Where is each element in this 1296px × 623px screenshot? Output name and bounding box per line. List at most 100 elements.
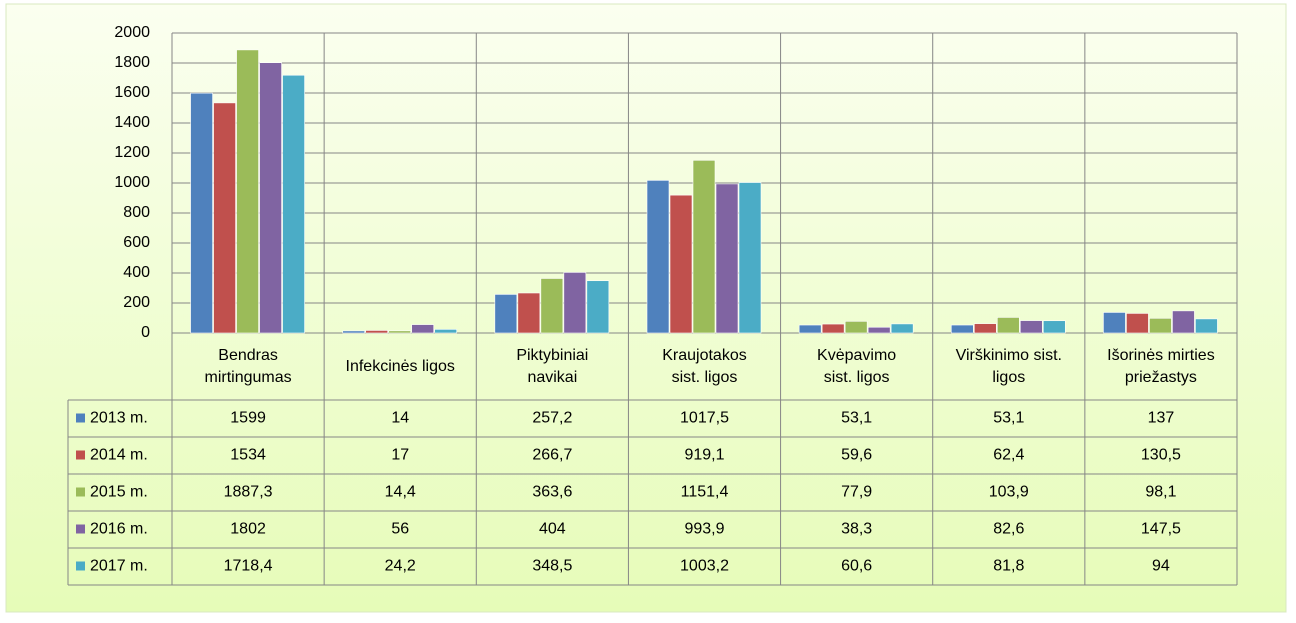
x-tick-label: Infekcinės ligos [345,357,455,375]
table-value: 993,9 [684,521,724,538]
bar [1019,320,1043,334]
bar [669,194,693,334]
bar [1103,312,1126,334]
bar [973,323,997,334]
bar [890,323,914,334]
bar [1149,317,1172,334]
bar [190,92,213,334]
bar [540,278,564,334]
legend-swatch [76,450,85,460]
table-value: 1802 [230,521,266,538]
x-tick-label: Virškinimo sist. ligos [955,346,1062,386]
y-tick-label: 1200 [114,144,150,161]
table-value: 147,5 [1141,521,1181,538]
y-tick-label: 400 [123,264,150,281]
legend-label: 2016 m. [90,521,148,538]
y-tick-label: 1000 [114,174,150,191]
legend-label: 2015 m. [90,484,148,501]
y-tick-label: 1800 [114,54,150,71]
legend-swatch [76,413,85,423]
x-tick-label: Bendras mirtingumas [204,346,292,386]
legend-label: 2017 m. [90,558,148,575]
bar [646,180,670,334]
y-tick-label: 1400 [114,114,150,131]
y-tick-label: 600 [123,234,150,251]
table-value: 266,7 [532,447,572,464]
bar [1172,310,1195,334]
table-value: 77,9 [841,484,872,501]
table-value: 94 [1152,558,1170,575]
table-value: 14 [391,410,409,427]
table-value: 98,1 [1145,484,1176,501]
table-value: 363,6 [532,484,572,501]
y-tick-label: 0 [141,324,150,341]
table-value: 24,2 [385,558,416,575]
x-tick-label: Išorinės mirties priežastys [1107,346,1215,386]
x-tick-label: Kraujotakos sist. ligos [662,346,747,386]
table-value: 81,8 [993,558,1024,575]
y-tick-label: 200 [123,294,150,311]
table-value: 17 [391,447,409,464]
table-value: 53,1 [993,410,1024,427]
table-value: 56 [391,521,409,538]
table-value: 130,5 [1141,447,1181,464]
table-value: 82,6 [993,521,1024,538]
legend-label: 2014 m. [90,447,148,464]
bar [213,102,236,334]
bar [517,292,541,334]
bar [715,183,739,334]
legend-swatch [76,524,85,534]
bar [950,324,974,334]
legend-swatch [76,487,85,497]
table-value: 60,6 [841,558,872,575]
table-value: 919,1 [684,447,724,464]
table-value: 1534 [230,447,266,464]
bar [563,272,587,334]
legend-label: 2013 m. [90,410,148,427]
bar [1042,320,1066,334]
bar [586,280,610,334]
bar [388,330,412,334]
legend-swatch [76,561,85,571]
table-value: 1017,5 [680,410,729,427]
bar [434,329,458,334]
bar [236,49,259,334]
table-value: 1718,4 [224,558,273,575]
table-value: 103,9 [989,484,1029,501]
table-value: 257,2 [532,410,572,427]
bar [821,323,845,334]
table-value: 348,5 [532,558,572,575]
bar [259,62,282,334]
bar [798,324,822,334]
bar [1126,313,1149,334]
x-tick-label: Kvėpavimo sist. ligos [817,346,897,386]
table-value: 59,6 [841,447,872,464]
bar [738,182,762,334]
bar [342,330,366,334]
y-tick-label: 1600 [114,84,150,101]
bar [1195,318,1218,334]
bar [282,74,305,334]
bar [867,326,891,334]
table-value: 404 [539,521,566,538]
table-value: 137 [1148,410,1175,427]
y-tick-label: 800 [123,204,150,221]
table-value: 62,4 [993,447,1024,464]
table-value: 14,4 [385,484,416,501]
table-value: 53,1 [841,410,872,427]
bar [844,321,868,334]
bar [411,324,435,334]
bar [365,330,389,334]
y-tick-label: 2000 [114,24,150,41]
table-value: 1887,3 [224,484,273,501]
table-value: 1003,2 [680,558,729,575]
table-value: 1599 [230,410,266,427]
bar [494,294,518,334]
bar [996,317,1020,334]
table-value: 1151,4 [681,484,729,501]
bar [692,159,716,334]
table-value: 38,3 [841,521,872,538]
x-tick-label: Piktybiniai navikai [516,346,589,386]
